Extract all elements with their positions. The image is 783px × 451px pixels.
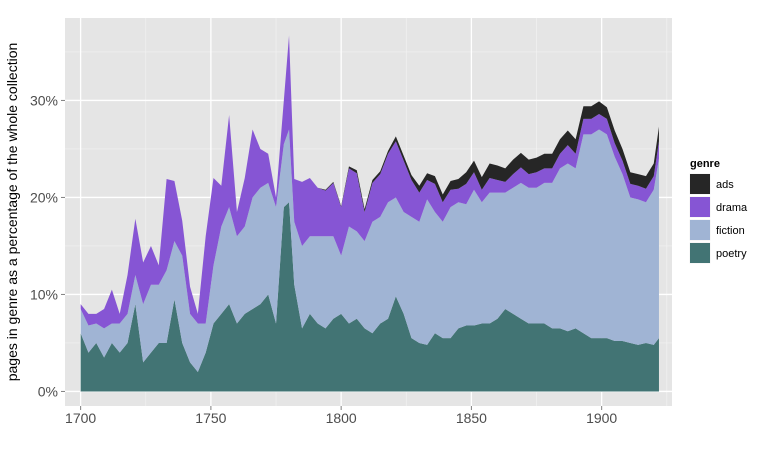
y-tick-label: 20%	[30, 189, 58, 205]
legend-label-fiction: fiction	[716, 225, 745, 237]
legend-swatch-ads	[690, 174, 710, 194]
legend-swatch-poetry	[690, 243, 710, 263]
legend-title: genre	[690, 158, 720, 170]
y-tick-label: 30%	[30, 92, 58, 108]
x-axis: 1700 1750 1800 1850 1900	[65, 406, 617, 426]
stacked-areas	[80, 35, 659, 392]
legend-swatch-drama	[690, 197, 710, 217]
legend-label-poetry: poetry	[716, 248, 747, 260]
y-tick-label: 0%	[38, 383, 58, 399]
y-tick-label: 10%	[30, 286, 58, 302]
x-tick-label: 1700	[65, 410, 96, 426]
legend-label-ads: ads	[716, 179, 734, 191]
legend-swatch-fiction	[690, 220, 710, 240]
y-axis-title: pages in genre as a percentage of the wh…	[4, 43, 20, 382]
area-fiction	[80, 129, 659, 373]
x-tick-label: 1750	[195, 410, 226, 426]
area-poetry	[80, 202, 659, 392]
x-tick-label: 1800	[326, 410, 357, 426]
y-axis: 0% 10% 20% 30%	[30, 92, 65, 399]
legend: genre ads drama fiction poetry	[688, 158, 748, 265]
legend-label-drama: drama	[716, 202, 748, 214]
x-tick-label: 1850	[456, 410, 487, 426]
area-drama	[80, 35, 659, 329]
x-tick-label: 1900	[586, 410, 617, 426]
